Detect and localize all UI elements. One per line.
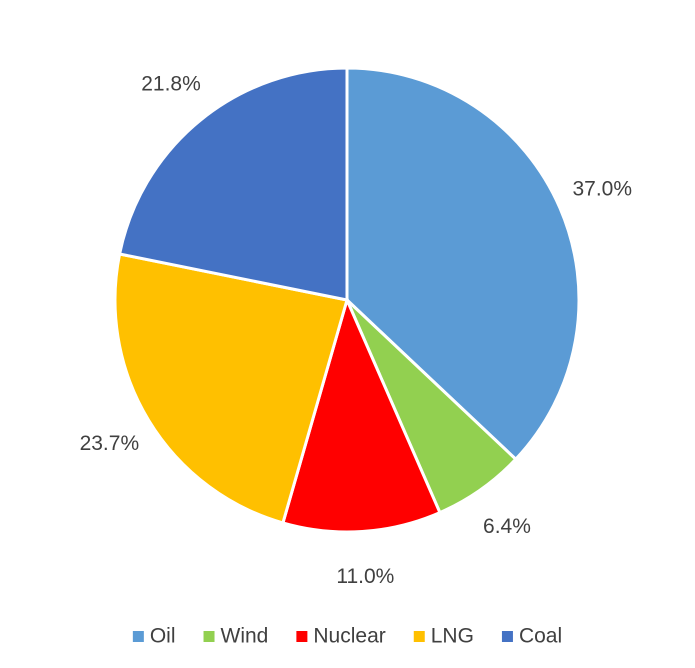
legend-marker xyxy=(501,631,513,642)
legend-label: Wind xyxy=(221,625,269,648)
legend-marker xyxy=(296,631,308,642)
pie-slice xyxy=(117,66,349,302)
legend-label: Nuclear xyxy=(313,625,385,648)
legend-marker xyxy=(132,631,144,642)
legend-marker xyxy=(203,631,215,642)
data-label: 37.0% xyxy=(572,177,632,200)
legend-label: Coal xyxy=(519,625,562,648)
pie-slice xyxy=(345,66,581,462)
data-label: 21.8% xyxy=(141,72,201,95)
data-label: 6.4% xyxy=(483,515,531,538)
pie-slice xyxy=(113,252,349,525)
legend-label: LNG xyxy=(431,625,474,648)
data-label: 23.7% xyxy=(80,432,140,455)
data-label: 11.0% xyxy=(336,565,394,588)
legend-marker xyxy=(413,631,425,642)
legend-label: Oil xyxy=(150,625,176,648)
pie-slice xyxy=(281,295,442,534)
